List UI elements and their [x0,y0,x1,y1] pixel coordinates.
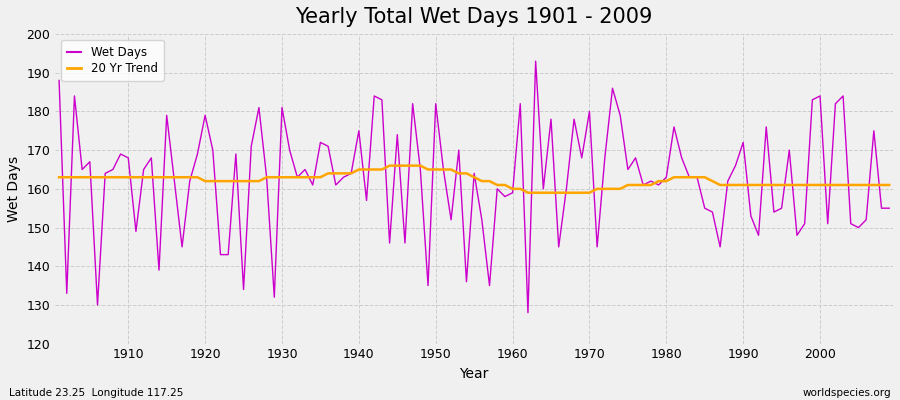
20 Yr Trend [330,171,341,176]
X-axis label: Year: Year [460,367,489,381]
20 Yr Trend [115,175,126,180]
Wet Days [115,152,126,156]
Wet Days [330,182,341,187]
Legend: Wet Days, 20 Yr Trend: Wet Days, 20 Yr Trend [61,40,164,81]
Text: Latitude 23.25  Longitude 117.25: Latitude 23.25 Longitude 117.25 [9,388,184,398]
Wet Days [284,148,295,152]
Wet Days [530,59,541,64]
Wet Days [884,206,895,210]
20 Yr Trend [54,175,65,180]
Wet Days [508,190,518,195]
Line: Wet Days: Wet Days [59,61,889,313]
Line: 20 Yr Trend: 20 Yr Trend [59,166,889,193]
Text: worldspecies.org: worldspecies.org [803,388,891,398]
20 Yr Trend [284,175,295,180]
Wet Days [523,310,534,315]
20 Yr Trend [515,186,526,191]
20 Yr Trend [384,163,395,168]
20 Yr Trend [615,186,626,191]
20 Yr Trend [884,182,895,187]
Y-axis label: Wet Days: Wet Days [7,156,21,222]
20 Yr Trend [523,190,534,195]
20 Yr Trend [508,186,518,191]
Wet Days [54,78,65,83]
Wet Days [500,194,510,199]
Title: Yearly Total Wet Days 1901 - 2009: Yearly Total Wet Days 1901 - 2009 [295,7,652,27]
Wet Days [615,113,626,118]
